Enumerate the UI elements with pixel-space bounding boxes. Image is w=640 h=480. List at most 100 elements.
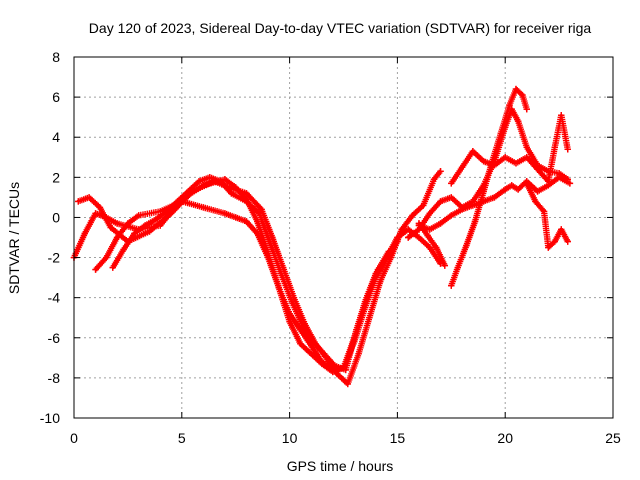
data-point <box>448 194 455 201</box>
data-point <box>514 186 522 193</box>
data-point <box>519 91 526 99</box>
data-point <box>558 111 565 119</box>
data-point <box>163 208 170 215</box>
data-point <box>277 270 285 277</box>
data-point <box>469 198 477 205</box>
data-point <box>394 238 401 245</box>
data-point <box>469 148 477 155</box>
y-tick-label: 6 <box>52 89 60 105</box>
data-point <box>92 210 99 217</box>
data-point <box>310 338 317 345</box>
data-point <box>221 176 229 183</box>
data-point <box>430 176 438 183</box>
data-point <box>232 214 239 221</box>
data-point <box>254 230 261 237</box>
data-point <box>502 186 509 193</box>
data-layer <box>70 85 574 388</box>
data-point <box>426 226 433 233</box>
data-point <box>545 244 552 251</box>
data-point <box>441 262 449 269</box>
data-point <box>458 164 466 171</box>
data-point <box>286 310 293 317</box>
data-point <box>404 226 412 233</box>
data-point <box>200 204 207 211</box>
x-tick-label: 15 <box>390 430 406 446</box>
data-point <box>374 266 382 273</box>
data-point <box>385 248 392 255</box>
data-point <box>107 224 114 231</box>
data-point <box>307 350 315 358</box>
data-point <box>206 174 214 181</box>
data-point <box>195 178 203 185</box>
data-point <box>534 166 541 173</box>
series-track-10 <box>415 220 449 269</box>
data-point <box>299 322 306 329</box>
y-tick-label: -4 <box>48 290 61 306</box>
data-point <box>424 232 431 239</box>
data-point <box>81 230 88 237</box>
data-point <box>275 284 283 291</box>
x-tick-label: 10 <box>282 430 298 446</box>
data-point <box>398 226 405 233</box>
data-point <box>256 210 263 217</box>
x-tick-label: 0 <box>70 430 78 446</box>
data-point <box>141 222 149 229</box>
data-point <box>480 158 487 165</box>
data-point <box>558 226 565 233</box>
data-point <box>523 180 530 187</box>
y-tick-label: 8 <box>52 49 60 65</box>
data-point <box>564 176 571 183</box>
data-point <box>463 242 470 249</box>
data-point <box>540 208 548 215</box>
chart-title: Day 120 of 2023, Sidereal Day-to-day VTE… <box>89 20 592 36</box>
data-point <box>103 254 110 261</box>
data-point <box>454 264 461 271</box>
data-point <box>264 254 272 261</box>
data-point <box>364 292 371 299</box>
series-track-8 <box>448 111 571 187</box>
y-tick-label: 2 <box>52 169 60 185</box>
x-tick-label: 25 <box>605 430 621 446</box>
data-point <box>228 190 235 197</box>
data-point <box>96 204 104 211</box>
data-point <box>506 101 513 109</box>
data-point <box>243 218 250 225</box>
data-point <box>566 180 574 187</box>
x-axis-label: GPS time / hours <box>287 458 394 474</box>
x-tick-label: 20 <box>497 430 513 446</box>
data-point <box>555 170 563 177</box>
data-point <box>113 234 121 241</box>
data-point <box>437 168 444 175</box>
data-point <box>109 264 117 271</box>
data-point <box>258 206 265 213</box>
data-point <box>286 318 293 325</box>
data-point <box>551 144 558 151</box>
data-point <box>217 178 224 185</box>
data-point <box>342 366 349 374</box>
data-point <box>185 188 192 195</box>
data-point <box>523 154 530 161</box>
data-point <box>551 238 558 245</box>
data-point <box>491 162 498 169</box>
tick-layer: 0 5 10 15 20 25 -10 -8 -6 -4 -2 0 2 4 6 8 <box>40 49 621 446</box>
data-point <box>512 160 520 167</box>
data-point <box>471 218 479 225</box>
data-point <box>135 212 142 219</box>
data-point <box>221 210 229 217</box>
data-point <box>437 198 444 205</box>
data-point <box>404 234 412 241</box>
data-point <box>85 194 93 201</box>
data-point <box>376 278 384 285</box>
data-point <box>307 342 315 349</box>
data-point <box>366 314 373 321</box>
data-point <box>502 154 509 161</box>
data-point <box>497 130 505 137</box>
data-point <box>344 380 352 388</box>
data-point <box>146 228 153 235</box>
data-point <box>92 266 99 273</box>
data-point <box>124 220 132 227</box>
data-point <box>75 198 82 205</box>
y-tick-label: -6 <box>48 330 61 346</box>
